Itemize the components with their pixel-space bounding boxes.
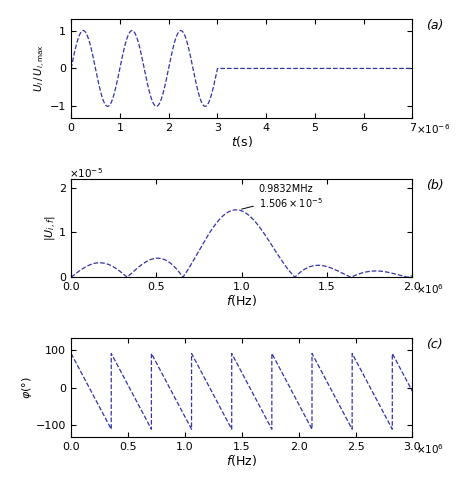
Text: (b): (b) — [426, 179, 444, 192]
Text: $\times10^{-5}$: $\times10^{-5}$ — [69, 166, 103, 180]
Text: $\times10^{6}$: $\times10^{6}$ — [416, 442, 444, 456]
Text: (c): (c) — [426, 338, 443, 351]
Y-axis label: $|U_{i,f}|$: $|U_{i,f}|$ — [43, 216, 58, 240]
Text: $\times10^{-6}$: $\times10^{-6}$ — [416, 122, 450, 136]
Text: $\times10^{6}$: $\times10^{6}$ — [416, 282, 444, 296]
X-axis label: $t\rm{(s)}$: $t\rm{(s)}$ — [231, 134, 253, 149]
X-axis label: $f\rm{(Hz)}$: $f\rm{(Hz)}$ — [226, 453, 257, 468]
Y-axis label: $U_i\,/\,U_{i,\rm{max}}$: $U_i\,/\,U_{i,\rm{max}}$ — [33, 45, 48, 92]
Text: 0.9832MHz
$1.506\times10^{-5}$: 0.9832MHz $1.506\times10^{-5}$ — [242, 184, 323, 210]
Y-axis label: $\varphi(°)$: $\varphi(°)$ — [20, 376, 35, 399]
Text: (a): (a) — [426, 19, 443, 32]
X-axis label: $f\rm{(Hz)}$: $f\rm{(Hz)}$ — [226, 293, 257, 309]
